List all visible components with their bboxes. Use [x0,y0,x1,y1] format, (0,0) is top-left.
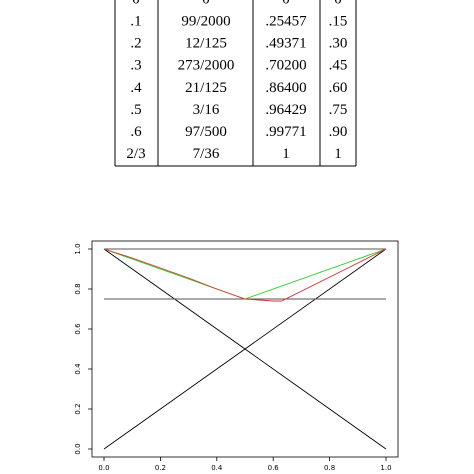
table-cell: .25457 [265,14,307,30]
x-tick-label: 1.0 [380,464,391,472]
table-cell: .96429 [265,102,306,118]
table-cell: 0 [282,0,290,7]
table-cell: 12/125 [185,36,227,52]
table-cell: 2/3 [126,146,145,162]
y-tick-label: 0.8 [74,283,82,294]
table-cell: 21/125 [185,80,227,96]
line [103,248,387,302]
y-tick-label: 0.4 [74,363,82,375]
y-tick-label: 0.0 [74,443,82,454]
y-tick-label: 1.0 [74,243,82,254]
table-cell: 0 [202,0,210,7]
table-cell: .2 [130,36,141,52]
table-cell: 0 [334,0,342,7]
table-cell: .49371 [265,36,306,52]
y-tick-label: 0.6 [74,323,82,335]
table-cell: .30 [329,36,348,52]
table-cell: 99/2000 [181,14,230,30]
table-cell: 7/36 [193,146,220,162]
table-cell: 273/2000 [178,58,235,74]
table-cell: .45 [329,58,348,74]
table-cell: 0 [132,0,140,7]
plot-frame [91,240,399,458]
table-cell: .90 [329,124,348,140]
x-tick-label: 0.0 [98,464,109,472]
table-cell: 97/500 [185,124,227,140]
table-cell: .60 [329,80,348,96]
table-cell: .75 [329,102,348,118]
table-cell: .5 [130,102,141,118]
x-tick-label: 0.2 [155,464,166,472]
y-tick-label: 0.2 [74,403,82,414]
table-rules [114,0,357,167]
table-cell: .4 [130,80,142,96]
table-cell: 1 [334,146,342,162]
table-cell: .99771 [265,124,306,140]
table-cell: 3/16 [193,102,220,118]
table-cell: .3 [130,58,141,74]
x-tick-label: 0.6 [268,464,280,472]
table-cell: .6 [130,124,142,140]
table-cell: .70200 [265,58,306,74]
line [103,248,387,300]
table-cell: .1 [130,14,141,30]
x-tick-label: 0.4 [211,464,223,472]
table-cell: .86400 [265,80,306,96]
x-tick-label: 0.8 [324,464,335,472]
table-cell: 1 [282,146,290,162]
line [103,248,387,450]
table-cell: .15 [329,14,348,30]
